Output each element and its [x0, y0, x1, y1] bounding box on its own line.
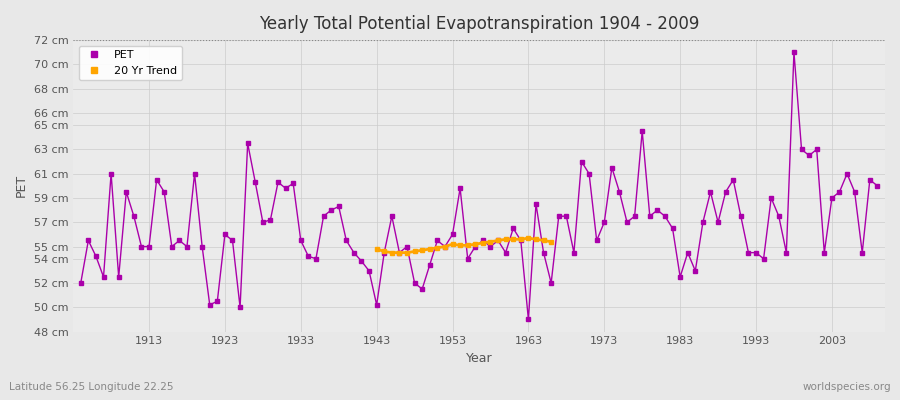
Legend: PET, 20 Yr Trend: PET, 20 Yr Trend — [78, 46, 182, 80]
Title: Yearly Total Potential Evapotranspiration 1904 - 2009: Yearly Total Potential Evapotranspiratio… — [259, 15, 699, 33]
Y-axis label: PET: PET — [15, 174, 28, 198]
Text: Latitude 56.25 Longitude 22.25: Latitude 56.25 Longitude 22.25 — [9, 382, 174, 392]
X-axis label: Year: Year — [466, 352, 492, 365]
Text: worldspecies.org: worldspecies.org — [803, 382, 891, 392]
